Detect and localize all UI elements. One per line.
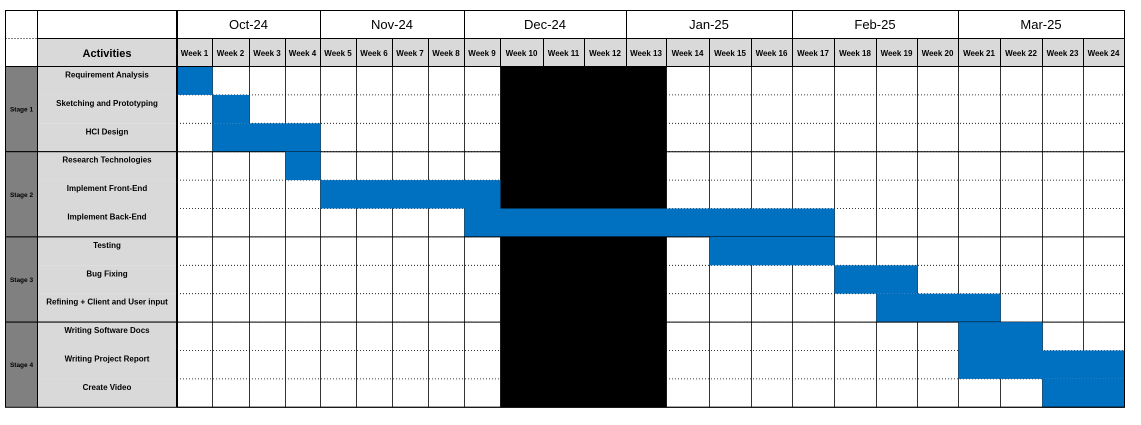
activity-cell xyxy=(37,123,177,152)
activity-cell xyxy=(37,265,177,294)
activity-label: HCI Design xyxy=(86,127,129,136)
activity-labels-layer: Requirement Analysis Sketching and Protot… xyxy=(37,66,177,408)
activity-label: Implement Front-End xyxy=(67,184,148,193)
week-header-cell xyxy=(751,38,793,67)
task-bar xyxy=(464,208,835,237)
activity-cell xyxy=(37,66,177,95)
stage-label: Stage 3 xyxy=(10,277,34,284)
activity-cell xyxy=(37,151,177,181)
activity-label: Writing Software Docs xyxy=(64,326,150,335)
activity-label: Testing xyxy=(93,241,121,250)
task-bar xyxy=(212,123,321,152)
month-label: Jan-25 xyxy=(689,17,729,32)
stage-label: Stage 4 xyxy=(10,362,34,369)
activity-label: Implement Back-End xyxy=(67,213,146,222)
week-label: Week 19 xyxy=(881,49,913,58)
week-label: Week 7 xyxy=(396,49,424,58)
week-label: Week 17 xyxy=(797,49,829,58)
week-label: Week 6 xyxy=(360,49,388,58)
task-bar xyxy=(320,180,501,209)
month-label: Dec-24 xyxy=(524,17,566,32)
week-label: Week 5 xyxy=(324,49,352,58)
week-header-cell xyxy=(543,38,585,67)
activities-header: Activities xyxy=(83,48,132,60)
month-label: Nov-24 xyxy=(371,17,413,32)
task-bar xyxy=(177,66,213,95)
week-header-cell xyxy=(249,38,286,67)
month-header-row: Oct-24 Nov-24 Dec-24 Jan-25 Feb-25 Mar-25 xyxy=(177,10,1125,39)
month-cell xyxy=(958,10,1125,39)
week-header-cell xyxy=(1083,38,1125,67)
activity-cell xyxy=(37,208,177,237)
week-label: Week 22 xyxy=(1005,49,1037,58)
activity-cell xyxy=(37,322,177,351)
week-header-cell xyxy=(834,38,877,67)
week-label: Week 20 xyxy=(922,49,954,58)
activity-cell xyxy=(37,180,177,209)
month-label: Oct-24 xyxy=(229,17,268,32)
week-header-cell xyxy=(876,38,918,67)
chart-outer-border xyxy=(177,66,1125,408)
week-label: Week 12 xyxy=(589,49,621,58)
week-header-cell xyxy=(320,38,357,67)
task-bar xyxy=(876,293,1001,323)
task-bar xyxy=(834,265,918,294)
corner-activity-cell xyxy=(37,10,177,39)
activities-header-cell xyxy=(37,38,177,67)
stage-labels-layer: Stage 1 Stage 2 Stage 3 Stage 4 xyxy=(5,66,38,408)
activity-label: Requirement Analysis xyxy=(65,71,149,80)
stage-cell xyxy=(5,321,38,408)
task-bar xyxy=(1042,378,1125,408)
week-header-cell xyxy=(958,38,1001,67)
month-label: Mar-25 xyxy=(1020,17,1061,32)
week-header-cell xyxy=(464,38,501,67)
stage-label: Stage 1 xyxy=(10,107,34,114)
activity-cell xyxy=(37,293,177,323)
week-label: Week 3 xyxy=(253,49,281,58)
week-label: Week 2 xyxy=(217,49,245,58)
activity-label: Sketching and Prototyping xyxy=(56,99,158,108)
week-label: Week 15 xyxy=(714,49,746,58)
activity-label: Research Technologies xyxy=(62,156,152,165)
week-label: Week 14 xyxy=(672,49,704,58)
week-label: Week 9 xyxy=(468,49,496,58)
week-header-cell xyxy=(500,38,544,67)
stage-cell xyxy=(5,66,38,153)
week-header-cell xyxy=(392,38,429,67)
stage-label: Stage 2 xyxy=(10,192,34,199)
activity-label: Bug Fixing xyxy=(86,269,127,278)
task-bar xyxy=(958,322,1043,351)
task-bar xyxy=(212,94,250,124)
week-label: Week 13 xyxy=(630,49,662,58)
activity-cell xyxy=(37,378,177,408)
week-header-row: Week 1 Week 2 Week 3 Week 4 Week 5 Week 6 Week… xyxy=(177,38,1125,67)
week-header-cell xyxy=(709,38,752,67)
task-bar xyxy=(958,350,1125,379)
activity-label: Create Video xyxy=(83,383,132,392)
activity-cell xyxy=(37,236,177,266)
task-bar xyxy=(709,236,835,266)
week-header-cell xyxy=(584,38,627,67)
activity-label: Writing Project Report xyxy=(65,355,150,364)
week-label: Week 23 xyxy=(1047,49,1079,58)
activity-cell xyxy=(37,94,177,124)
activity-label: Refining + Client and User input xyxy=(46,298,168,307)
task-bar xyxy=(285,151,321,181)
week-label: Week 11 xyxy=(548,49,580,58)
week-label: Week 21 xyxy=(963,49,995,58)
week-header-cell xyxy=(177,38,213,67)
week-label: Week 16 xyxy=(756,49,788,58)
week-label: Week 10 xyxy=(506,49,538,58)
week-label: Week 1 xyxy=(181,49,209,58)
activity-cell xyxy=(37,350,177,379)
week-label: Week 18 xyxy=(839,49,871,58)
week-label: Week 24 xyxy=(1088,49,1120,58)
week-label: Week 8 xyxy=(432,49,460,58)
week-label: Week 4 xyxy=(289,49,317,58)
activity-stage-border xyxy=(37,321,177,408)
month-label: Feb-25 xyxy=(854,17,895,32)
week-header-cell xyxy=(917,38,959,67)
task-bars-layer xyxy=(177,66,1125,408)
